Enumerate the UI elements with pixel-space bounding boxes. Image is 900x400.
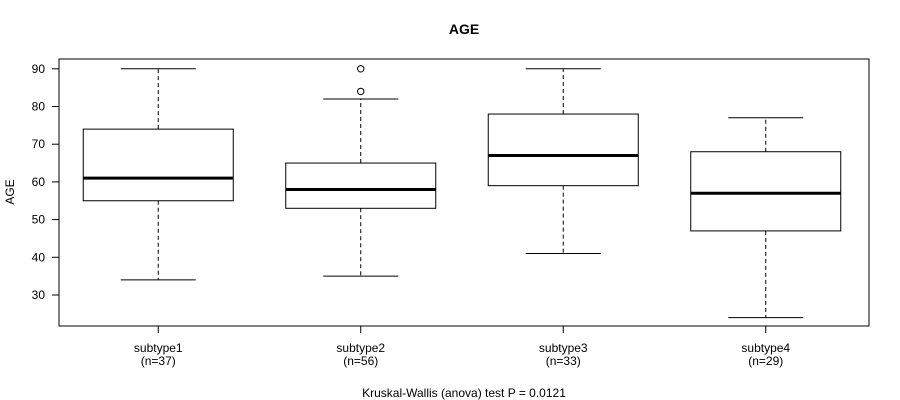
x-count-label: (n=33) xyxy=(546,354,581,368)
y-tick-label: 80 xyxy=(32,100,46,114)
x-tick-label: subtype1 xyxy=(134,341,183,355)
x-tick-label: subtype2 xyxy=(336,341,385,355)
box-subtype2 xyxy=(285,65,437,277)
x-axis: subtype1(n=37) subtype2(n=56) subtype3(n=3… xyxy=(134,325,790,368)
x-tick-label: subtype4 xyxy=(741,341,790,355)
box-subtype1 xyxy=(82,68,234,281)
outlier-point xyxy=(357,87,365,96)
box-group-container xyxy=(82,65,842,319)
y-tick-label: 30 xyxy=(32,288,46,302)
box-subtype3 xyxy=(487,68,639,255)
iqr-box xyxy=(690,151,842,232)
chart-title: AGE xyxy=(449,21,479,37)
x-count-label: (n=29) xyxy=(748,354,783,368)
iqr-box xyxy=(285,162,437,209)
y-tick-label: 70 xyxy=(32,137,46,151)
x-count-label: (n=56) xyxy=(343,354,378,368)
iqr-box xyxy=(487,113,639,187)
x-count-label: (n=37) xyxy=(141,354,176,368)
iqr-box xyxy=(82,128,234,202)
y-tick-label: 90 xyxy=(32,62,46,76)
y-axis-label: AGE xyxy=(3,179,17,204)
outlier-point xyxy=(357,65,365,73)
test-footnote: Kruskal-Wallis (anova) test P = 0.0121 xyxy=(362,386,566,400)
y-tick-label: 60 xyxy=(32,175,46,189)
y-tick-label: 50 xyxy=(32,213,46,227)
box-subtype4 xyxy=(690,117,842,319)
x-tick-label: subtype3 xyxy=(539,341,588,355)
y-tick-label: 40 xyxy=(32,250,46,264)
y-axis: 30 40 50 60 70 80 90 xyxy=(32,62,60,302)
